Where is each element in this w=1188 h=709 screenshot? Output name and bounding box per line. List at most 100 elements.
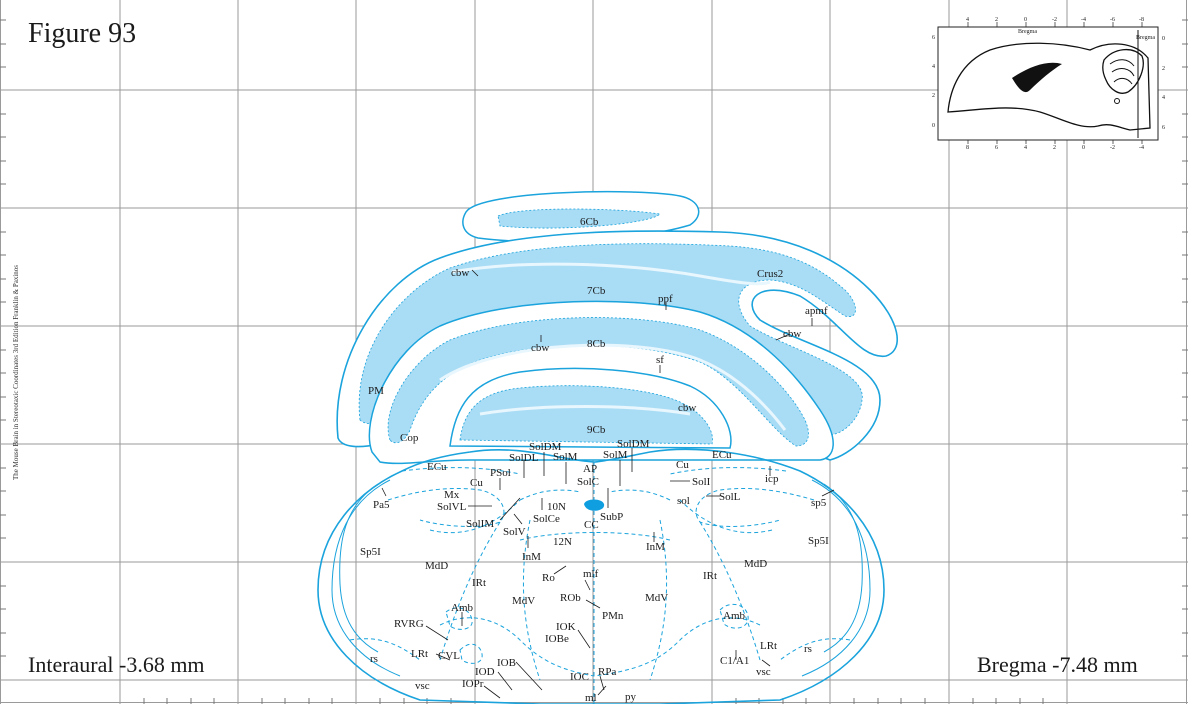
label-solm: SolM [603,449,628,461]
inset-tick: -4 [1139,145,1144,151]
label-6cb: 6Cb [580,216,599,228]
label-ro: Ro [542,572,555,584]
atlas-credit: The Mouse Brain in Stereotaxic Coordinat… [12,264,20,480]
label-solc: SolC [577,476,599,488]
label-pmn: PMn [602,610,624,622]
label-cbw: cbw [451,267,469,279]
label-cbw: cbw [678,402,696,414]
inset-tick: -8 [1139,17,1144,23]
inset-tick: 4 [932,64,935,70]
label-sp5i: Sp5I [360,546,381,558]
label-subp: SubP [600,511,623,523]
label-lrt: LRt [411,648,428,660]
inset-tick: 2 [1053,145,1056,151]
brainstem-subdivisions [349,467,851,681]
label-solim: SolIM [466,518,494,530]
label-soldm: SolDM [529,441,562,453]
inset-tick: 0 [932,123,935,129]
label-8cb: 8Cb [587,338,606,350]
inset-tick: 6 [995,145,998,151]
label-cbw: cbw [531,342,549,354]
label-10n: 10N [547,501,566,513]
label-cc: CC [584,519,599,531]
leader-lines [381,269,835,699]
inset-tick: 8 [966,145,969,151]
label-cbw: cbw [783,328,801,340]
inset-tick: 0 [1162,36,1165,42]
inset-tick: 0 [1082,145,1085,151]
label-ap: AP [583,463,597,475]
label-iod: IOD [475,666,495,678]
label-7cb: 7Cb [587,285,606,297]
label-amb: Amb [451,602,474,614]
inset-tick: 2 [1162,66,1165,72]
label-ppf: ppf [658,293,673,305]
label-pm: PM [368,385,384,397]
inset-tick: 6 [1162,125,1165,131]
label-rvrg: RVRG [394,618,424,630]
label-cvl: CVL [438,650,460,662]
label-solm: SolM [553,451,578,463]
label-soli: SolI [692,476,711,488]
label-cu: Cu [470,477,483,489]
label-crus2: Crus2 [757,268,783,280]
brainstem [317,448,885,705]
label-soldm: SolDM [617,438,650,450]
label-solv: SolV [503,526,526,538]
label-apmf: apmf [805,305,828,317]
label-iobe: IOBe [545,633,569,645]
label-ecu: ECu [427,461,447,473]
label-mlf: mlf [583,568,599,580]
central-canal [584,499,605,511]
label-sf: sf [656,354,664,366]
label-mdv: MdV [645,592,668,604]
label-pa5: Pa5 [373,499,390,511]
inset-tick: -2 [1052,17,1057,23]
inset-bregma-label: Bregma [1136,35,1155,41]
label-sp5i: Sp5I [808,535,829,547]
label-inm: InM [522,551,541,563]
bregma-coordinate: Bregma -7.48 mm [977,652,1138,677]
inset-tick-labels: 4 2 0 -2 -4 -6 -8 8 6 4 2 0 -2 -4 6 4 2 … [932,17,1165,151]
cerebellum [336,190,899,465]
label-sol: sol [677,495,690,507]
inset-tick: -2 [1110,145,1115,151]
inset-tick: 4 [1024,145,1027,151]
label-9cb: 9Cb [587,424,606,436]
label-mx: Mx [444,489,460,501]
label-iob: IOB [497,657,516,669]
inset-tick: -6 [1110,17,1115,23]
inset-bregma-label: Bregma [1018,29,1037,35]
inset-tick: 6 [932,35,935,41]
label-mdd: MdD [744,558,767,570]
label-icp: icp [765,473,779,485]
label-lrt: LRt [760,640,777,652]
label-solce: SolCe [533,513,560,525]
label-py: py [625,691,637,703]
label-vsc: vsc [415,680,430,692]
label-psol: PSol [490,467,511,479]
inset-map [937,22,1159,144]
inset-tick: 0 [1024,17,1027,23]
label-irt: IRt [703,570,717,582]
label-cu: Cu [676,459,689,471]
label-irt: IRt [472,577,486,589]
label-sp5: sp5 [811,497,827,509]
label-rob: ROb [560,592,581,604]
label-inm: InM [646,541,665,553]
label-vsc: vsc [756,666,771,678]
label-rs: rs [370,653,378,665]
label-cop: Cop [400,432,419,444]
label-iopr: IOPr [462,678,484,690]
label-solvl: SolVL [437,501,467,513]
label-12n: 12N [553,536,572,548]
label-rs: rs [804,643,812,655]
label-mdv: MdV [512,595,535,607]
inset-tick: -4 [1081,17,1086,23]
label-rpa: RPa [598,666,616,678]
label-ecu: ECu [712,449,732,461]
figure-title: Figure 93 [28,18,137,49]
interaural-coordinate: Interaural -3.68 mm [28,652,205,677]
